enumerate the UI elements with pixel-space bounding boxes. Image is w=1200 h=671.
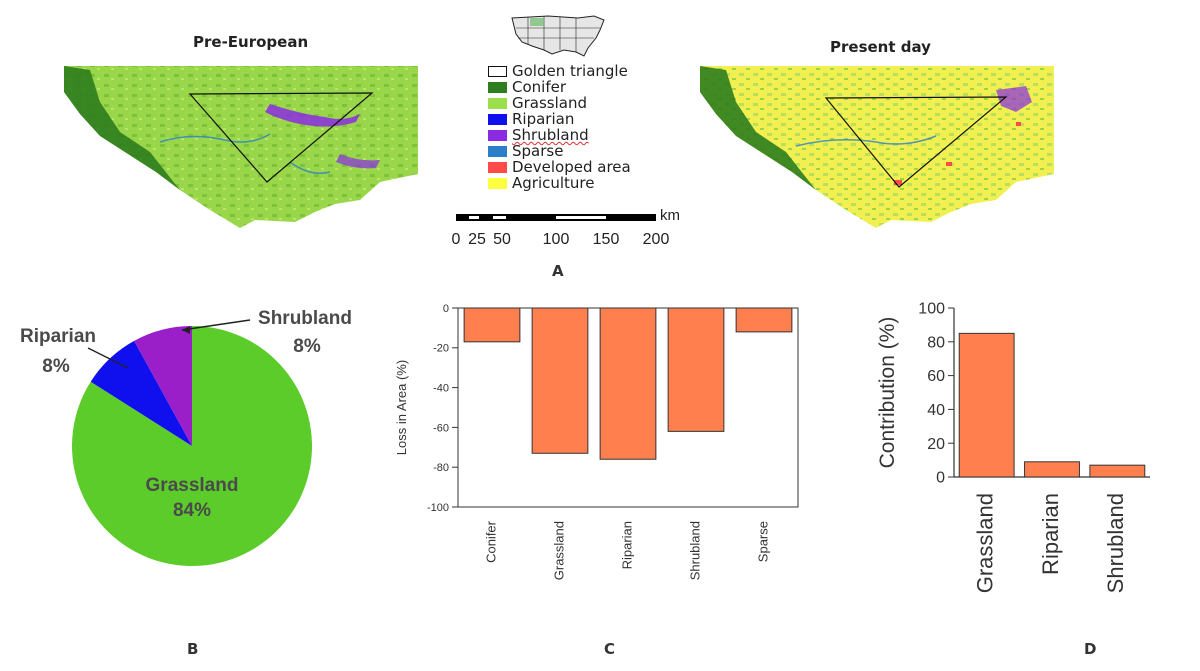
map-legend: Golden triangle Conifer Grassland Riparian S…: [488, 63, 668, 191]
bar-riparian: [1024, 461, 1080, 478]
pie-slice-shrubland: [134, 326, 192, 446]
legend-label: Conifer: [512, 78, 567, 96]
legend-item: Golden triangle: [488, 63, 668, 79]
legend-item: Grassland: [488, 95, 668, 111]
x-category-label: Shrubland: [1103, 493, 1128, 593]
legend-label: Developed area: [512, 158, 631, 176]
y-axis-label: Loss in Area (%): [394, 360, 409, 455]
pie-label-grassland: Grassland: [146, 475, 239, 496]
riparian-leader-line: [87, 347, 129, 369]
y-tick-label: -60: [433, 422, 449, 434]
present-day-map: [700, 66, 1054, 228]
bar-grassland: [958, 332, 1015, 478]
legend-label: Sparse: [512, 142, 564, 160]
scale-tick-label: 200: [643, 231, 670, 248]
panel-label-b: B: [187, 640, 199, 658]
legend-swatch: [488, 113, 507, 125]
y-tick-label: 60: [927, 368, 945, 385]
y-tick-label: -20: [433, 343, 449, 355]
y-axis-label: Contribution (%): [876, 317, 899, 469]
bar-shrubland: [1089, 464, 1146, 478]
panel-label-c: C: [604, 640, 616, 658]
legend-item: Agriculture: [488, 175, 668, 191]
bar-riparian: [599, 307, 657, 460]
legend-swatch: [488, 145, 507, 157]
legend-item: Conifer: [488, 79, 668, 95]
loss-bar-chart: 0 -20 -40 -60 -80 -100 Loss in Area (%) Conifer…: [394, 303, 799, 580]
scale-unit: km: [660, 207, 680, 224]
x-category-label: Riparian: [619, 521, 634, 569]
legend-item: Developed area: [488, 159, 668, 175]
x-category-label: Riparian: [1038, 493, 1063, 575]
panel-label-a: A: [552, 262, 564, 280]
y-tick-label: -40: [433, 382, 449, 394]
scale-bar: km 0 25 50 100 150 200: [452, 207, 680, 248]
pie-value-shrubland: 8%: [293, 336, 321, 357]
y-tick-label: 100: [918, 301, 945, 318]
legend-label: Riparian: [512, 110, 575, 128]
legend-item: Sparse: [488, 143, 668, 159]
y-tick-label: 20: [927, 436, 945, 453]
y-tick-label: 80: [927, 334, 945, 351]
legend-label: Golden triangle: [512, 62, 628, 80]
usa-locator-map-icon: [511, 15, 605, 57]
y-tick-label: -80: [433, 462, 449, 474]
pre-european-map: [64, 66, 418, 228]
legend-item: Shrubland: [488, 127, 668, 143]
x-category-label: Conifer: [483, 520, 498, 563]
contribution-bar-chart: 0 20 40 60 80 100 Contribution (%) Grassland Rip…: [876, 301, 1150, 593]
y-tick-label: -100: [427, 502, 449, 514]
x-category-label: Sparse: [755, 521, 770, 562]
pie-label-shrubland: Shrubland: [258, 308, 352, 329]
legend-label: Shrubland: [512, 126, 589, 144]
scale-tick-label: 100: [543, 231, 570, 248]
pie-chart: Grassland 84% Riparian 8% Shrubland 8%: [20, 308, 352, 566]
scale-tick-label: 150: [593, 231, 620, 248]
x-category-label: Grassland: [551, 521, 566, 580]
x-category-label: Grassland: [972, 493, 997, 593]
bar-sparse: [735, 307, 793, 333]
legend-swatch: [488, 65, 507, 77]
y-tick-label: 0: [443, 303, 449, 315]
pie-slice-riparian: [90, 340, 192, 446]
bar-grassland: [531, 307, 589, 454]
scale-tick-label: 50: [493, 231, 511, 248]
bar-conifer: [463, 307, 521, 343]
bar-shrubland: [667, 307, 725, 432]
scale-tick-label: 0: [452, 231, 461, 248]
y-tick-label: 40: [927, 402, 945, 419]
legend-swatch: [488, 177, 507, 189]
shrubland-arrowhead: [182, 326, 190, 334]
legend-swatch: [488, 97, 507, 109]
shrubland-leader-line: [181, 319, 251, 331]
legend-swatch: [488, 81, 507, 93]
pre-european-map-title: Pre-European: [193, 33, 309, 51]
pie-value-riparian: 8%: [42, 356, 70, 377]
legend-label: Agriculture: [512, 174, 595, 192]
scale-tick-label: 25: [468, 231, 486, 248]
y-tick-label: 0: [936, 470, 945, 487]
legend-item: Riparian: [488, 111, 668, 127]
pie-value-grassland: 84%: [173, 500, 211, 521]
legend-swatch: [488, 129, 507, 141]
present-day-map-title: Present day: [830, 38, 931, 56]
x-category-label: Shrubland: [687, 521, 702, 580]
pie-label-riparian: Riparian: [20, 326, 96, 347]
legend-label: Grassland: [512, 94, 587, 112]
legend-swatch: [488, 161, 507, 173]
panel-label-d: D: [1084, 640, 1097, 658]
